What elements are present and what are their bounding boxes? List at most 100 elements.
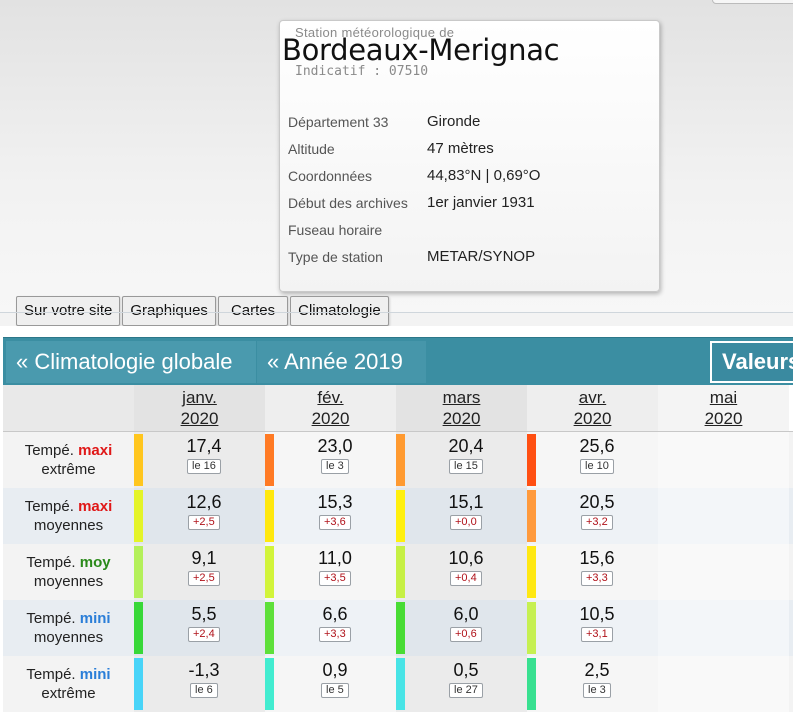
row-label: Tempé. mini extrême	[3, 665, 134, 703]
cell-value: 6,0	[453, 604, 479, 624]
color-scale-bar	[527, 658, 536, 710]
station-name: Bordeaux-Merignac	[282, 33, 560, 67]
color-scale-bar	[527, 602, 536, 654]
station-card: Station météorologique de Bordeaux-Merig…	[279, 20, 660, 292]
data-cell: 2,5 le 3	[527, 656, 658, 712]
row-label: Tempé. maxi moyennes	[3, 497, 134, 535]
month-header[interactable]: fév. 2020	[265, 385, 396, 433]
data-cell: 20,4 le 15	[396, 432, 527, 488]
station-info-value: 47 mètres	[427, 140, 494, 157]
month-link[interactable]: mai 2020	[705, 388, 743, 428]
record-day-badge: le 3	[321, 459, 349, 474]
color-scale-bar	[134, 546, 143, 598]
data-cell: 25,6 le 10	[527, 432, 658, 488]
climatology-nav-bar: « Climatologie globale « Année 2019 Vale…	[3, 337, 793, 385]
row-label-keyword: mini	[79, 666, 111, 683]
cell-value: 15,3	[317, 492, 353, 512]
row-label-suffix: moyennes	[33, 573, 104, 590]
data-cell: 9,1 +2,5	[134, 544, 265, 600]
color-scale-bar	[396, 434, 405, 486]
color-scale-bar	[134, 434, 143, 486]
month-year: 2020	[311, 409, 350, 428]
row-label-keyword: maxi	[78, 442, 113, 459]
row-label-suffix: extrême	[41, 461, 96, 478]
row-label-suffix: moyennes	[33, 629, 104, 646]
anomaly-badge: +3,3	[319, 627, 351, 642]
anomaly-badge: +2,5	[188, 571, 220, 586]
station-code: Indicatif : 07510	[295, 64, 429, 79]
cell-value: 23,0	[317, 436, 353, 456]
month-header[interactable]: janv. 2020	[134, 385, 265, 433]
cell-value: -1,3	[188, 660, 220, 680]
color-scale-bar	[527, 434, 536, 486]
station-info-label: Fuseau horaire	[288, 222, 383, 238]
row-label: Tempé. maxi extrême	[3, 441, 134, 479]
anomaly-badge: +2,5	[188, 515, 220, 530]
data-cell: -1,3 le 6	[134, 656, 265, 712]
row-label-suffix: extrême	[41, 685, 96, 702]
data-cell: 0,9 le 5	[265, 656, 396, 712]
month-name: mai	[709, 388, 738, 407]
record-day-badge: le 16	[187, 459, 221, 474]
data-cell: 6,0 +0,6	[396, 600, 527, 656]
color-scale-bar	[134, 602, 143, 654]
top-tab-edge[interactable]	[712, 0, 793, 4]
station-info-label: Début des archives	[288, 195, 408, 211]
station-info-label: Coordonnées	[288, 168, 373, 184]
cell-value: 15,6	[579, 548, 615, 568]
row-label-prefix: Tempé.	[24, 442, 74, 459]
station-info-label: Département 33	[288, 114, 389, 130]
row-label-keyword: mini	[79, 610, 111, 627]
month-link[interactable]: fév. 2020	[312, 388, 350, 428]
cell-value: 0,9	[322, 660, 348, 680]
month-header[interactable]: mai 2020	[658, 385, 789, 433]
cell-value: 5,5	[191, 604, 217, 624]
month-year: 2020	[180, 409, 219, 428]
data-cell	[658, 488, 789, 544]
cell-value: 10,5	[579, 604, 615, 624]
anomaly-badge: +0,0	[450, 515, 482, 530]
data-cell: 20,5 +3,2	[527, 488, 658, 544]
color-scale-bar	[396, 602, 405, 654]
month-link[interactable]: janv. 2020	[181, 388, 219, 428]
station-info-value: 44,83°N | 0,69°O	[427, 167, 541, 184]
back-year-button[interactable]: « Année 2019	[257, 341, 426, 383]
month-link[interactable]: avr. 2020	[574, 388, 612, 428]
tab-climatologie[interactable]: Climatologie	[290, 296, 389, 326]
tab-cartes[interactable]: Cartes	[217, 296, 289, 326]
station-info-label: Altitude	[288, 141, 335, 157]
back-global-button[interactable]: « Climatologie globale	[6, 341, 256, 383]
row-label-keyword: moy	[79, 554, 111, 571]
cell-value: 6,6	[322, 604, 348, 624]
color-scale-bar	[265, 434, 274, 486]
month-header[interactable]: avr. 2020	[527, 385, 658, 433]
data-cell: 6,6 +3,3	[265, 600, 396, 656]
cell-value: 11,0	[318, 548, 352, 568]
record-day-badge: le 10	[580, 459, 614, 474]
data-cell: 10,6 +0,4	[396, 544, 527, 600]
anomaly-badge: +0,4	[450, 571, 482, 586]
color-scale-bar	[396, 490, 405, 542]
data-cell: 15,6 +3,3	[527, 544, 658, 600]
record-day-badge: le 6	[190, 683, 218, 698]
anomaly-badge: +3,2	[581, 515, 613, 530]
row-label-prefix: Tempé.	[24, 498, 74, 515]
cell-value: 20,4	[448, 436, 484, 456]
station-info-value: Gironde	[427, 113, 481, 130]
data-cell	[658, 432, 789, 488]
station-tabs: Sur votre site Graphiques Cartes Climato…	[16, 296, 389, 326]
values-button[interactable]: Valeurs	[710, 341, 793, 383]
month-link[interactable]: mars 2020	[443, 388, 481, 428]
cell-value: 12,6	[186, 492, 222, 512]
color-scale-bar	[265, 602, 274, 654]
color-scale-bar	[527, 490, 536, 542]
month-header[interactable]: mars 2020	[396, 385, 527, 433]
tab-sur-votre-site[interactable]: Sur votre site	[16, 296, 121, 326]
color-scale-bar	[134, 658, 143, 710]
data-cell: 11,0 +3,5	[265, 544, 396, 600]
anomaly-badge: +3,6	[319, 515, 351, 530]
data-cell: 15,1 +0,0	[396, 488, 527, 544]
table-header-corner	[3, 385, 134, 432]
tab-graphiques[interactable]: Graphiques	[122, 296, 216, 326]
anomaly-badge: +3,1	[581, 627, 613, 642]
